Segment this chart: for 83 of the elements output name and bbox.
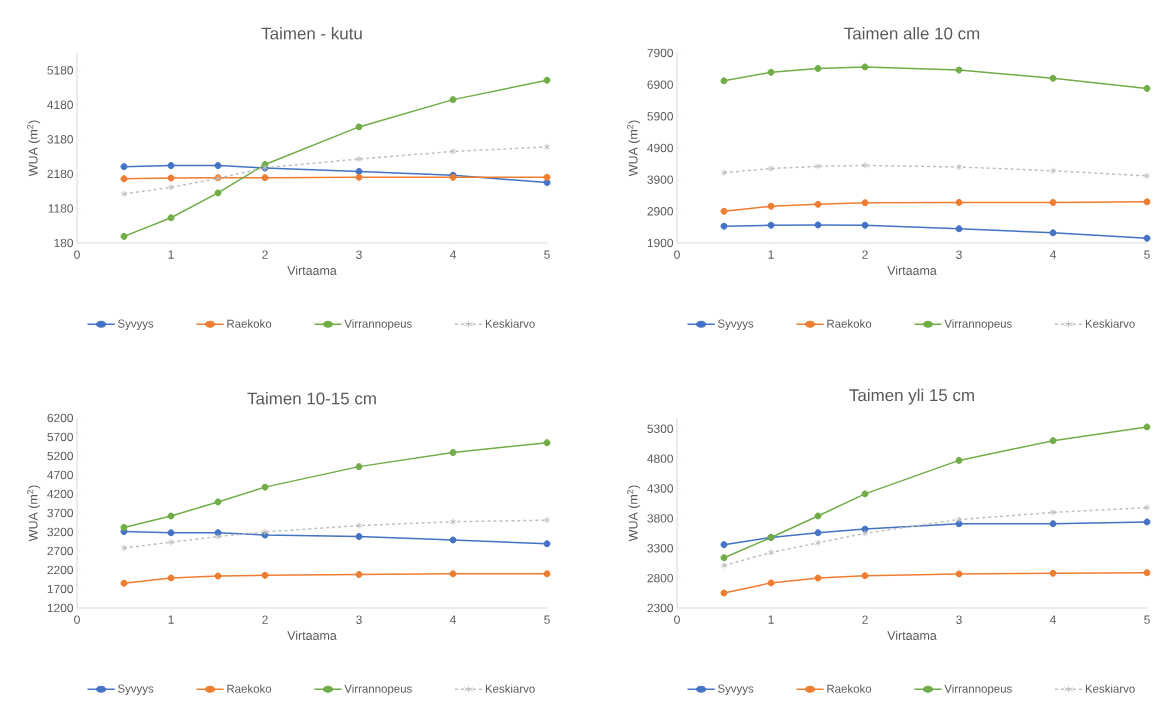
x-tick-label: 3 — [956, 250, 962, 259]
x-axis-title: Virtaama — [287, 630, 337, 640]
x-tick-label: 2 — [262, 250, 268, 259]
x-tick-label: 3 — [356, 615, 362, 624]
legend-label: Syvyys — [117, 684, 154, 695]
chart-title: Taimen - kutu — [261, 27, 362, 40]
y-tick-label: 3700 — [47, 508, 74, 518]
y-tick-label: 1900 — [647, 238, 674, 248]
y-tick-label: 7900 — [647, 48, 674, 58]
x-tick-label: 3 — [356, 250, 362, 259]
x-tick-label: 1 — [768, 615, 774, 624]
y-tick-label: 4800 — [647, 454, 674, 463]
x-axis-title: Virtaama — [887, 265, 937, 275]
legend-label: Keskiarvo — [485, 684, 535, 693]
x-axis-title: Virtaama — [887, 630, 937, 640]
legend-label: Syvyys — [717, 684, 754, 695]
legend-label: Virrannopeus — [344, 319, 412, 331]
x-tick-label: 0 — [74, 250, 80, 259]
y-tick-label: 1700 — [47, 584, 74, 594]
x-tick-label: 1 — [168, 250, 174, 259]
y-tick-label: 4200 — [47, 489, 74, 499]
y-tick-label: 3800 — [647, 514, 674, 523]
y-tick-label: 5300 — [647, 424, 674, 433]
x-tick-label: 4 — [1049, 615, 1056, 624]
chart-title: Taimen yli 15 cm — [849, 388, 974, 405]
x-tick-label: 0 — [674, 250, 680, 259]
x-tick-label: 2 — [862, 615, 868, 624]
x-tick-label: 1 — [168, 615, 174, 624]
x-tick-label: 0 — [674, 615, 680, 624]
legend-label: Keskiarvo — [1085, 684, 1135, 693]
y-tick-label: 6200 — [47, 413, 74, 423]
y-axis-title: WUA (m$^{2}$) — [27, 485, 41, 542]
x-tick-label: 5 — [1144, 615, 1150, 624]
x-tick-label: 0 — [74, 615, 80, 624]
legend-label: Raekoko — [827, 319, 872, 328]
y-tick-label: 3200 — [47, 527, 74, 537]
y-axis-title: WUA (m$^{2}$) — [627, 485, 641, 542]
legend-label: Syvyys — [717, 319, 754, 330]
legend-label: Raekoko — [227, 684, 272, 693]
y-tick-label: 2900 — [647, 207, 674, 216]
x-tick-label: 2 — [862, 250, 868, 259]
y-tick-label: 2700 — [47, 546, 74, 556]
y-tick-label: 4300 — [647, 484, 674, 493]
y-tick-label: 4900 — [647, 143, 674, 153]
y-tick-label: 4180 — [47, 100, 74, 110]
y-axis-title: WUA (m$^{2}$) — [627, 120, 641, 177]
y-tick-label: 5180 — [47, 66, 74, 75]
x-tick-label: 1 — [768, 250, 774, 259]
y-tick-label: 2200 — [47, 565, 74, 575]
y-tick-label: 5700 — [47, 432, 74, 442]
legend-label: Raekoko — [827, 684, 872, 693]
x-tick-label: 5 — [544, 615, 550, 624]
x-tick-label: 2 — [262, 615, 268, 624]
y-tick-label: 2300 — [647, 603, 674, 613]
y-tick-label: 180 — [54, 238, 74, 248]
y-tick-label: 4700 — [47, 470, 74, 480]
x-tick-label: 4 — [449, 250, 456, 259]
y-tick-label: 5900 — [647, 112, 674, 121]
y-tick-label: 2800 — [647, 573, 674, 583]
x-tick-label: 4 — [1049, 250, 1056, 259]
chart-title: Taimen alle 10 cm — [844, 27, 980, 40]
y-tick-label: 1200 — [47, 603, 74, 613]
y-tick-label: 2180 — [47, 169, 74, 179]
x-tick-label: 5 — [1144, 250, 1150, 259]
legend-label: Syvyys — [117, 319, 154, 330]
x-tick-label: 5 — [544, 250, 550, 259]
y-tick-label: 1180 — [48, 204, 74, 213]
legend-label: Keskiarvo — [485, 319, 535, 328]
x-tick-label: 3 — [956, 615, 962, 624]
legend-label: Virrannopeus — [944, 319, 1012, 331]
y-tick-label: 3900 — [647, 175, 674, 184]
y-tick-label: 3300 — [647, 544, 674, 553]
legend-label: Virrannopeus — [344, 684, 412, 696]
x-axis-title: Virtaama — [287, 265, 337, 275]
legend-label: Keskiarvo — [1085, 319, 1135, 328]
x-tick-label: 4 — [449, 615, 456, 624]
y-tick-label: 6900 — [647, 80, 674, 89]
y-axis-title: WUA (m$^{2}$) — [27, 120, 41, 177]
y-tick-label: 3180 — [47, 135, 74, 144]
chart-title: Taimen 10-15 cm — [247, 392, 376, 405]
legend-label: Virrannopeus — [944, 684, 1012, 696]
legend-label: Raekoko — [227, 319, 272, 328]
y-tick-label: 5200 — [47, 451, 74, 461]
